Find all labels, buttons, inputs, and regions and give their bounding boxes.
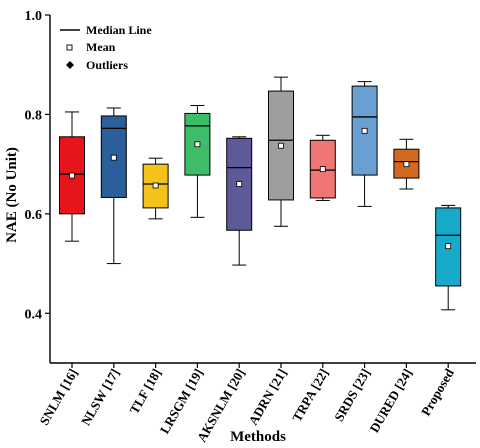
mean-marker [278, 142, 284, 149]
box-5 [226, 136, 253, 266]
legend-outliers-label: Outliers [86, 58, 128, 72]
legend-median-line-label: Median Line [86, 23, 152, 37]
mean-marker [319, 166, 326, 173]
x-axis-title: Methods [230, 429, 286, 445]
y-tick-label: 0.6 [25, 208, 43, 223]
legend-mean-label: Mean [86, 40, 116, 54]
box-2 [100, 107, 127, 265]
mean-marker [236, 181, 243, 187]
y-tick-label: 0.4 [25, 307, 43, 322]
x-tick-label: ADRN [21] [245, 366, 289, 428]
x-tick-label: SRDS [23] [331, 366, 373, 424]
box-body [435, 207, 462, 287]
box-8 [351, 81, 378, 207]
mean-marker [361, 127, 368, 134]
box-1 [59, 111, 85, 242]
mean-marker [194, 141, 201, 148]
y-tick-label: 1.0 [25, 9, 43, 24]
mean-marker [69, 172, 75, 179]
box-10 [435, 204, 462, 311]
legend-outliers-icon [66, 61, 74, 69]
x-tick-label: TLF [18] [126, 366, 164, 417]
y-tick-label: 0.8 [25, 108, 43, 123]
x-tick-label: LRSGM [19] [157, 366, 206, 436]
box-3 [142, 157, 169, 220]
mean-marker [110, 154, 117, 161]
mean-marker [403, 161, 410, 168]
y-axis-title: NAE (No Unit) [4, 147, 20, 243]
legend: Median Line Mean Outliers [60, 23, 152, 72]
mean-marker [152, 182, 159, 189]
box-9 [393, 138, 420, 190]
box-4 [184, 104, 211, 218]
x-tick-label: SNLM [16] [36, 366, 80, 428]
x-tick-label: Proposed [418, 365, 457, 418]
mean-marker [445, 243, 452, 250]
legend-mean-icon [66, 44, 73, 51]
plot-area [59, 76, 462, 311]
box-6 [268, 76, 294, 227]
x-tick-label: NLSW [17] [78, 366, 122, 428]
y-axis-ticks: 0.4 0.6 0.8 1.0 [25, 9, 50, 322]
x-tick-label: TRPA [22] [289, 366, 331, 424]
x-tick-label: DURED [24] [366, 366, 415, 435]
box-7 [309, 134, 336, 201]
